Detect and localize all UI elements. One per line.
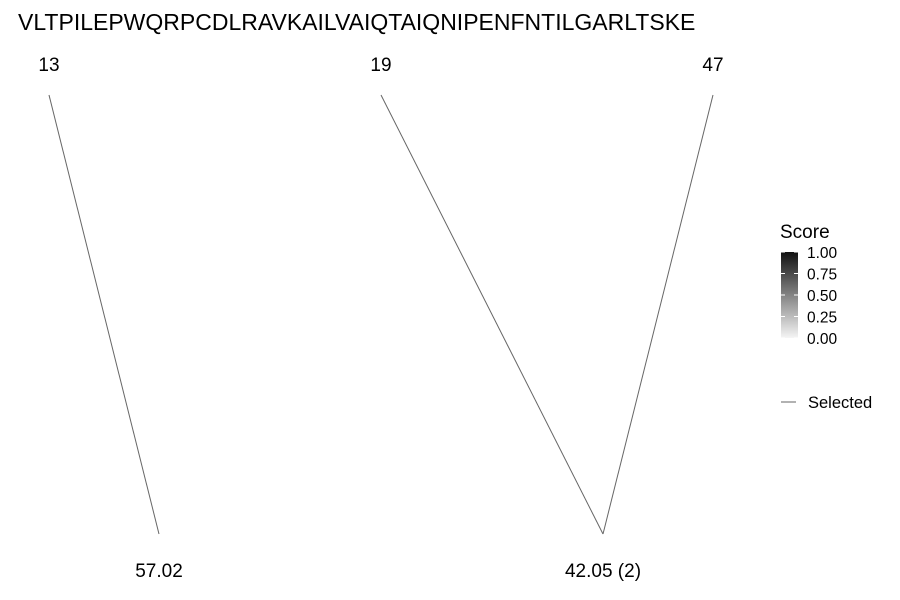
- selected-legend: Selected: [781, 394, 872, 412]
- position-label: 13: [38, 55, 59, 76]
- score-tick-label: 0.75: [807, 267, 837, 284]
- peptide-sequence: VLTPILEPWQRPCDLRAVKAILVAIQTAIQNIPENFNTIL…: [18, 9, 695, 35]
- link-line-0: [48, 94, 160, 535]
- link-lines: [48, 94, 714, 535]
- score-legend-title: Score: [780, 222, 830, 243]
- position-label: 19: [370, 55, 391, 76]
- link-line-2: [602, 94, 714, 535]
- position-label: 47: [702, 55, 723, 76]
- score-tick-label: 0.25: [807, 310, 837, 327]
- score-legend: Score 1.00 0.75 0.50 0.25 0.00: [780, 222, 838, 348]
- score-tick-label: 1.00: [807, 245, 838, 262]
- selected-legend-label: Selected: [808, 394, 872, 412]
- score-tick-label: 0.50: [807, 288, 838, 305]
- link-line-1: [380, 94, 604, 535]
- mass-label: 42.05 (2): [565, 561, 641, 582]
- score-gradient-bar: [781, 252, 798, 338]
- mass-label: 57.02: [135, 561, 183, 582]
- score-tick-label: 0.00: [807, 331, 838, 348]
